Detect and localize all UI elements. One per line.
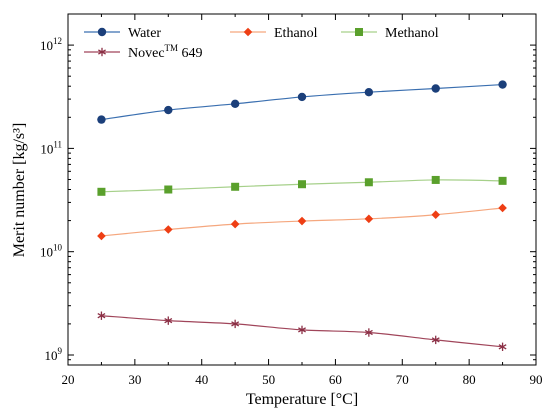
data-point-novec <box>498 342 507 352</box>
legend-marker <box>98 47 106 57</box>
axes: 20 30 40 50 60 70 80 90 109 1010 1011 1012 <box>40 13 543 387</box>
legend-marker <box>97 27 107 37</box>
data-point-methanol <box>364 178 373 187</box>
x-tick-label: 80 <box>463 372 476 387</box>
data-point-water <box>164 105 173 115</box>
y-tick-label: 1010 <box>40 243 63 260</box>
data-point-methanol <box>498 176 507 185</box>
data-point-methanol <box>97 187 106 196</box>
data-point-ethanol <box>297 216 307 226</box>
legend-item-methanol: Methanol <box>341 26 439 41</box>
data-point-novec <box>431 335 440 345</box>
data-point-ethanol <box>163 225 173 234</box>
plot-frame <box>67 13 537 366</box>
x-tick-label: 50 <box>262 372 275 387</box>
legend-label: Water <box>128 26 161 41</box>
data-point-water <box>297 92 307 102</box>
data-point-methanol <box>431 175 440 184</box>
x-tick-label: 60 <box>329 372 342 387</box>
data-point-novec <box>364 328 373 337</box>
data-point-water <box>431 84 440 93</box>
y-axis-label: Merit number [kg/s³] <box>11 123 28 258</box>
y-tick-label: 1011 <box>40 139 62 156</box>
y-tick-label: 1012 <box>40 36 62 53</box>
legend: Water Ethanol Methanol NovecTM 649 <box>84 26 439 61</box>
series-line-water <box>101 83 503 121</box>
data-point-ethanol <box>97 231 106 241</box>
legend-item-water: Water <box>84 26 161 41</box>
x-tick-label: 40 <box>195 372 208 387</box>
x-tick-label: 90 <box>530 372 543 387</box>
series-novec <box>97 311 507 352</box>
data-point-methanol <box>231 182 240 191</box>
series-ethanol <box>97 203 507 241</box>
x-tick-label: 30 <box>128 372 141 387</box>
legend-label: NovecTM 649 <box>128 43 203 61</box>
legend-label: Ethanol <box>274 26 318 41</box>
plot-area <box>97 80 507 352</box>
data-point-novec <box>231 319 240 329</box>
data-point-ethanol <box>498 203 507 213</box>
y-tick-label: 109 <box>45 346 63 363</box>
x-axis-label: Temperature [°C] <box>246 391 358 408</box>
legend-marker <box>355 28 363 36</box>
series-methanol <box>97 175 507 196</box>
data-point-water <box>97 115 106 124</box>
data-point-ethanol <box>364 214 374 224</box>
data-point-novec <box>298 325 306 335</box>
x-tick-label: 70 <box>396 372 409 387</box>
legend-label: Methanol <box>385 26 439 41</box>
data-point-water <box>498 80 507 89</box>
x-tick-label: 20 <box>62 372 75 387</box>
data-point-methanol <box>298 180 306 189</box>
data-point-novec <box>164 316 173 325</box>
data-point-ethanol <box>230 219 240 229</box>
legend-item-ethanol: Ethanol <box>230 26 318 41</box>
legend-item-novec: NovecTM 649 <box>84 43 203 61</box>
series-water <box>97 80 507 124</box>
legend-marker <box>243 27 253 37</box>
data-point-ethanol <box>431 210 441 220</box>
data-point-water <box>364 87 374 97</box>
data-point-water <box>230 99 240 109</box>
data-point-methanol <box>164 185 173 194</box>
data-point-novec <box>97 311 106 320</box>
